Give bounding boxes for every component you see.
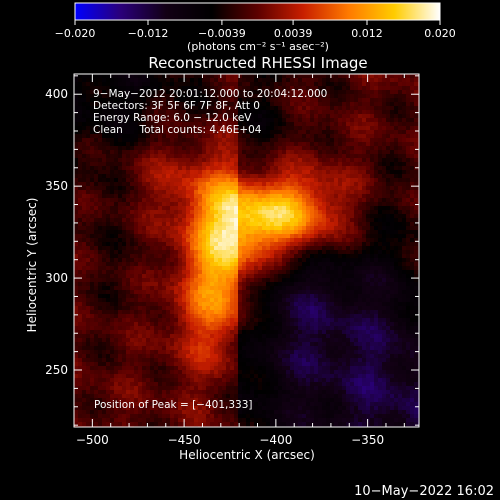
axis-ticks: −500 −450 −400 −350 250 300 350 400 (45, 74, 419, 447)
y-tick-label: 400 (45, 87, 68, 101)
colorbar-tick-label: −0.0039 (198, 27, 246, 40)
heatmap-image (74, 74, 419, 427)
colorbar-tick-label: 0.012 (351, 27, 383, 40)
colorbar-units-label: (photons cm⁻² s⁻¹ asec⁻²) (187, 40, 329, 53)
colorbar (74, 2, 441, 21)
peak-position-label: Position of Peak = [−401,333] (94, 399, 253, 411)
colorbar-tick-label: −0.020 (55, 27, 96, 40)
colorbar-ticks: −0.020 −0.012 −0.0039 0.0039 0.012 0.020 (55, 20, 456, 40)
y-tick-label: 350 (45, 179, 68, 193)
x-axis-label: Heliocentric X (arcsec) (179, 448, 315, 462)
annotation-clean-counts: Clean Total counts: 4.46E+04 (93, 124, 262, 136)
timestamp: 10−May−2022 16:02 (354, 484, 494, 499)
x-tick-label: −350 (351, 433, 384, 447)
y-tick-label: 300 (45, 271, 68, 285)
y-axis-label: Heliocentric Y (arcsec) (25, 198, 39, 333)
colorbar-tick-label: 0.020 (424, 27, 456, 40)
annotation-energy-range: Energy Range: 6.0 − 12.0 keV (93, 112, 252, 124)
colorbar-tick-label: 0.0039 (274, 27, 313, 40)
y-tick-label: 250 (45, 363, 68, 377)
plot-frame (73, 73, 420, 428)
colorbar-tick-label: −0.012 (128, 27, 169, 40)
annotation-detectors: Detectors: 3F 5F 6F 7F 8F, Att 0 (93, 100, 260, 112)
annotation-time-range: 9−May−2012 20:01:12.000 to 20:04:12.000 (93, 88, 327, 100)
x-tick-label: −400 (259, 433, 292, 447)
x-tick-label: −500 (76, 433, 109, 447)
chart-title: Reconstructed RHESSI Image (148, 54, 367, 72)
x-tick-label: −450 (168, 433, 201, 447)
